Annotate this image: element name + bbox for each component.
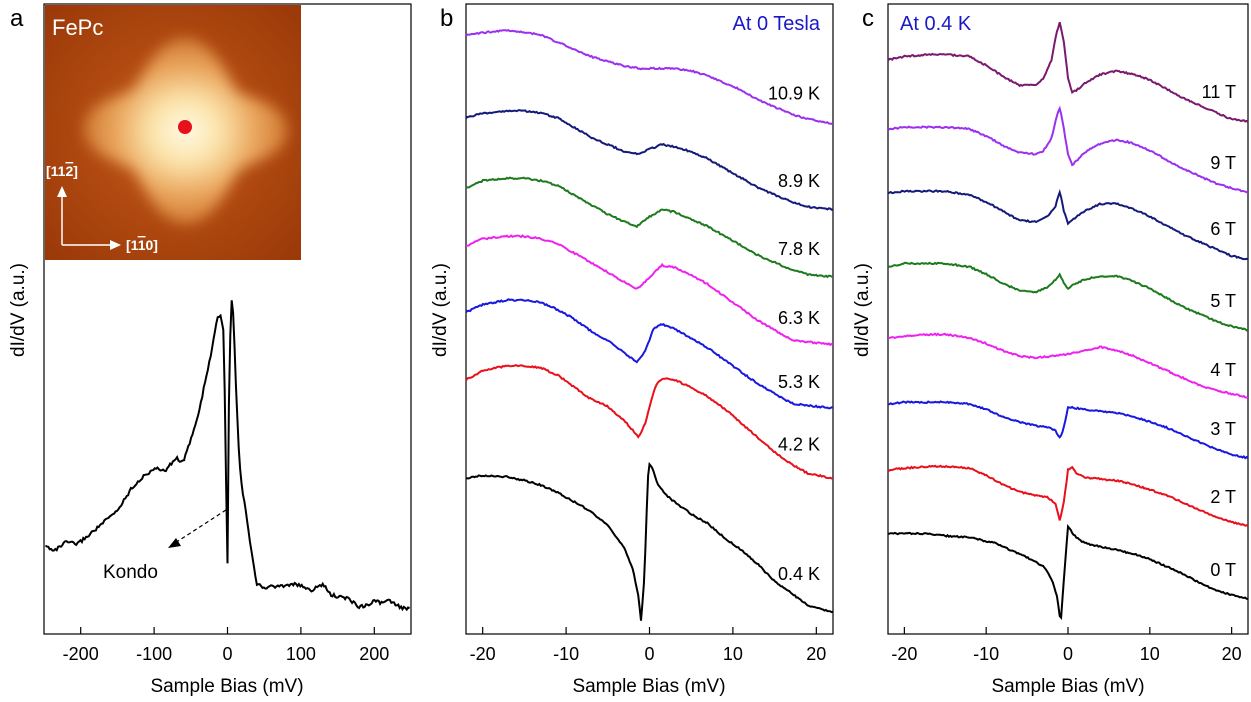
series-line: [44, 300, 411, 612]
arrowhead-up: [57, 186, 67, 197]
x-tick-label: -10: [973, 644, 999, 664]
panel-a-series: [44, 300, 411, 612]
panel-a-x-ticks: -200 -100 0 100 200: [63, 627, 389, 664]
panel-c-ylabel: dI/dV (a.u.): [852, 263, 873, 357]
x-tick-label: 0: [222, 644, 232, 664]
panel-b-ylabel: dI/dV (a.u.): [430, 263, 451, 357]
panel-a-label: a: [10, 5, 24, 32]
panel-b-curve-labels: 0.4 K 4.2 K 5.3 K 6.3 K 7.8 K 8.9 K 10.9 K: [768, 83, 820, 584]
series-line: [887, 332, 1249, 399]
series-line: [465, 298, 834, 410]
series-line: [887, 188, 1249, 261]
panel-b-label: b: [440, 5, 453, 32]
x-tick-label: 200: [359, 644, 389, 664]
kondo-arrow: [174, 509, 227, 544]
panel-c-series: [887, 21, 1249, 620]
curve-label: 0.4 K: [778, 564, 820, 584]
curve-label: 3 T: [1210, 419, 1236, 439]
x-tick-label: -200: [63, 644, 99, 664]
curve-label: 10.9 K: [768, 83, 820, 103]
panel-c: c At 0.4 K -20 -10 0 10 20 Sample Bias (mV) …: [852, 3, 1249, 697]
direction-label-up: [112]: [46, 163, 78, 179]
curve-label: 11 T: [1202, 82, 1236, 102]
curve-label: 9 T: [1210, 153, 1236, 173]
curve-label: 5.3 K: [778, 372, 820, 392]
panel-c-x-ticks: -20 -10 0 10 20: [891, 627, 1242, 664]
x-tick-label: 20: [806, 644, 826, 664]
x-tick-label: 10: [1140, 644, 1160, 664]
series-line: [465, 28, 834, 125]
x-tick-label: -100: [136, 644, 172, 664]
curve-label: 4.2 K: [778, 434, 820, 454]
x-tick-label: -20: [891, 644, 917, 664]
x-tick-label: -20: [470, 644, 496, 664]
arrowhead-right: [110, 240, 121, 250]
series-line: [465, 364, 834, 480]
curve-label: 8.9 K: [778, 171, 820, 191]
x-tick-label: 10: [723, 644, 743, 664]
x-tick-label: 0: [644, 644, 654, 664]
series-line: [887, 524, 1249, 620]
panel-c-frame: [887, 3, 1249, 635]
series-line: [887, 105, 1249, 194]
curve-label: 4 T: [1210, 360, 1236, 380]
kondo-arrowhead: [168, 538, 181, 548]
panel-b-xlabel: Sample Bias (mV): [572, 676, 725, 697]
panel-b-series: [465, 28, 834, 621]
panel-b-title: At 0 Tesla: [733, 13, 821, 35]
panel-a: a -200 -100 0 100 200 Sample Bias (mV) dI/dV…: [8, 3, 412, 697]
kondo-label: Kondo: [103, 562, 158, 583]
series-line: [887, 261, 1249, 332]
stm-inset: FePc [112] [110]: [45, 5, 301, 260]
series-line: [465, 461, 834, 621]
inset-label: FePc: [52, 15, 103, 40]
panel-c-title: At 0.4 K: [900, 13, 972, 35]
series-line: [887, 400, 1249, 460]
panel-c-label: c: [862, 5, 874, 32]
molecule-center-marker: [178, 120, 192, 134]
x-tick-label: -10: [553, 644, 579, 664]
series-line: [466, 234, 834, 347]
panel-c-curve-labels: 0 T 2 T 3 T 4 T 5 T 6 T 9 T 11 T: [1202, 82, 1236, 580]
curve-label: 6 T: [1210, 219, 1236, 239]
curve-label: 5 T: [1210, 291, 1236, 311]
curve-label: 6.3 K: [778, 308, 820, 328]
direction-label-right: [110]: [126, 237, 158, 253]
panel-a-ylabel: dI/dV (a.u.): [8, 263, 29, 357]
series-line: [887, 21, 1249, 123]
series-line: [887, 464, 1249, 527]
x-tick-label: 0: [1063, 644, 1073, 664]
series-line: [465, 109, 834, 211]
curve-label: 0 T: [1210, 560, 1236, 580]
x-tick-label: 100: [286, 644, 316, 664]
curve-label: 2 T: [1210, 487, 1236, 507]
panel-b: b At 0 Tesla -20 -10 0 10 20 Sample Bias (mV…: [430, 3, 834, 697]
panel-a-xlabel: Sample Bias (mV): [150, 676, 303, 697]
panel-b-x-ticks: -20 -10 0 10 20: [470, 627, 826, 664]
series-line: [465, 176, 834, 279]
curve-label: 7.8 K: [778, 239, 820, 259]
x-tick-label: 20: [1222, 644, 1242, 664]
panel-c-xlabel: Sample Bias (mV): [991, 676, 1144, 697]
